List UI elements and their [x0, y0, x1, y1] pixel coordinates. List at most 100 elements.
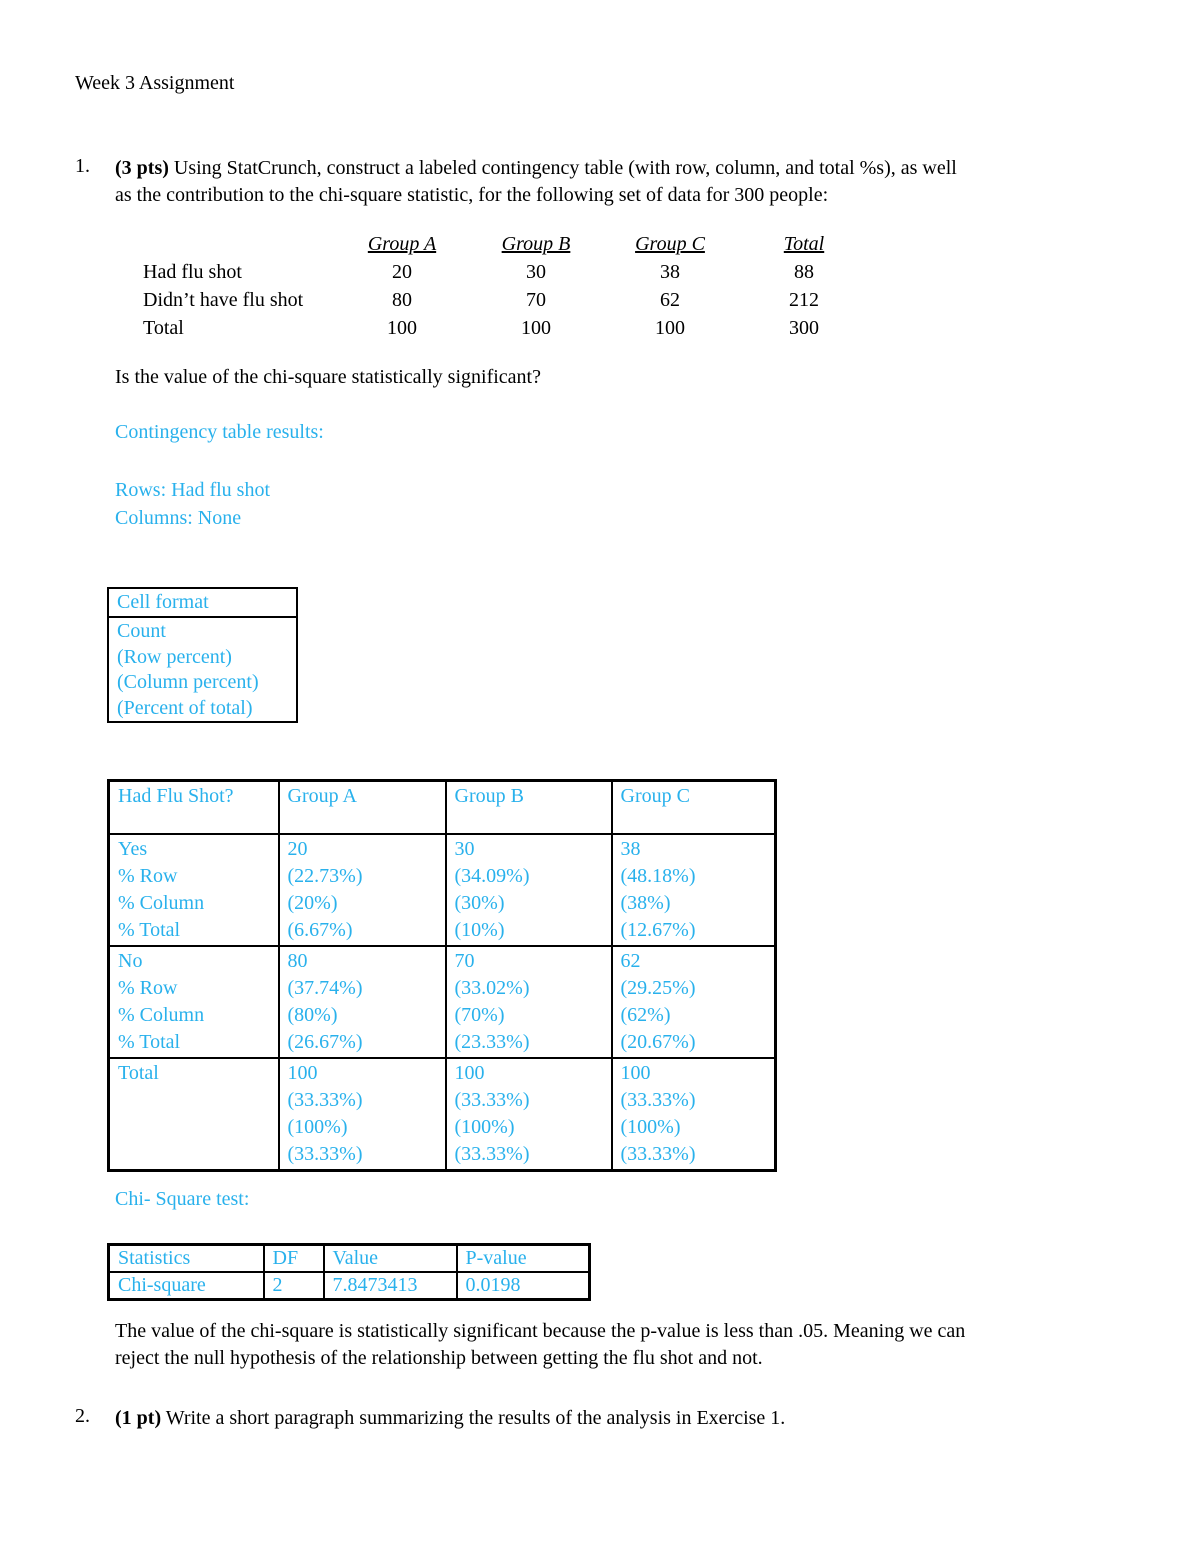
flu-data-header-group-c: Group C	[635, 233, 705, 255]
cell-count: 20	[287, 837, 308, 860]
row-label-line: % Row	[118, 976, 178, 999]
row-label: Total	[143, 317, 184, 339]
chi-statistic-value: 7.8473413	[322, 1271, 458, 1301]
flu-data-header-total: Total	[783, 233, 825, 255]
flu-data-header-row: Group A Group B Group C Total	[143, 230, 871, 258]
cell-col-pct: (100%)	[287, 1115, 348, 1138]
cell-count: 38	[620, 837, 641, 860]
table-row: Total 100 100 100 300	[143, 314, 871, 342]
flu-data-header-empty	[143, 230, 335, 258]
question-text: Is the value of the chi-square statistic…	[115, 366, 541, 388]
table-row-yes: Yes % Row % Column % Total 20 (22.73%) (…	[107, 832, 777, 947]
contingency-header-group-a: Group A	[277, 779, 447, 835]
item1-points: (3 pts)	[115, 157, 169, 179]
chi-header-row: Statistics DF Value P-value	[107, 1243, 591, 1273]
cell-row-pct: (34.09%)	[454, 864, 530, 887]
cell-format-line: (Row percent)	[117, 645, 232, 668]
chi-data-row: Chi-square 2 7.8473413 0.0198	[107, 1271, 591, 1301]
cell-total-pct: (20.67%)	[620, 1030, 696, 1053]
data-cell: 30 (34.09%) (30%) (10%)	[444, 832, 613, 947]
item1-paragraph: (3 pts) Using StatCrunch, construct a la…	[115, 155, 1125, 209]
conclusion-paragraph: The value of the chi-square is statistic…	[115, 1318, 1145, 1372]
chi-header-df: DF	[262, 1243, 325, 1273]
rows-line: Rows: Had flu shot	[115, 479, 270, 501]
cell-value: 70	[526, 289, 546, 311]
cell-count: 80	[287, 949, 308, 972]
cell-row-pct: (22.73%)	[287, 864, 363, 887]
cell-value: 300	[789, 317, 819, 339]
table-row-total: Total 100 (33.33%) (100%) (33.33%) 100 (…	[107, 1056, 777, 1171]
cell-row-pct: (33.33%)	[620, 1088, 696, 1111]
item1-line1: (3 pts) Using StatCrunch, construct a la…	[115, 155, 1125, 182]
cell-count: 62	[620, 949, 641, 972]
chi-p-value: 0.0198	[455, 1271, 591, 1301]
row-label-cell: Total	[107, 1056, 280, 1171]
contingency-header-row: Had Flu Shot? Group A Group B Group C	[107, 779, 777, 835]
item2-text: Write a short paragraph summarizing the …	[165, 1407, 786, 1429]
cell-total-pct: (23.33%)	[454, 1030, 530, 1053]
conclusion-line2: reject the null hypothesis of the relati…	[115, 1347, 763, 1369]
cell-count: 70	[454, 949, 475, 972]
rows-columns-block: Rows: Had flu shot Columns: None	[115, 476, 270, 532]
row-label-line: % Row	[118, 864, 178, 887]
flu-data-header-group-b: Group B	[501, 233, 571, 255]
data-cell: 100 (33.33%) (100%) (33.33%)	[277, 1056, 447, 1171]
cell-col-pct: (20%)	[287, 891, 338, 914]
contingency-table: Had Flu Shot? Group A Group B Group C Ye…	[107, 779, 777, 1172]
cell-col-pct: (30%)	[454, 891, 505, 914]
cell-col-pct: (80%)	[287, 1003, 338, 1026]
conclusion-line1: The value of the chi-square is statistic…	[115, 1320, 966, 1342]
cell-format-line: (Column percent)	[117, 671, 259, 693]
chi-header-statistics: Statistics	[107, 1243, 265, 1273]
chi-header-pvalue: P-value	[455, 1243, 591, 1273]
contingency-header-group-b: Group B	[444, 779, 613, 835]
cell-value: 100	[655, 317, 685, 339]
row-label-line: Yes	[118, 837, 148, 860]
cell-count: 100	[620, 1061, 651, 1084]
row-label-line: No	[118, 949, 143, 972]
cell-value: 212	[789, 289, 819, 311]
data-cell: 100 (33.33%) (100%) (33.33%)	[610, 1056, 777, 1171]
table-row: Had flu shot 20 30 38 88	[143, 258, 871, 286]
table-row-no: No % Row % Column % Total 80 (37.74%) (8…	[107, 944, 777, 1059]
data-cell: 38 (48.18%) (38%) (12.67%)	[610, 832, 777, 947]
cell-count: 100	[454, 1061, 485, 1084]
cell-format-line: Count	[117, 620, 166, 642]
row-label: Didn’t have flu shot	[143, 289, 304, 311]
cell-value: 62	[660, 289, 680, 311]
cell-col-pct: (62%)	[620, 1003, 671, 1026]
cell-value: 20	[392, 261, 412, 283]
cell-row-pct: (29.25%)	[620, 976, 696, 999]
item2-points: (1 pt)	[115, 1407, 162, 1429]
data-cell: 70 (33.02%) (70%) (23.33%)	[444, 944, 613, 1059]
item1-line1-text: Using StatCrunch, construct a labeled co…	[173, 157, 957, 179]
data-cell: 20 (22.73%) (20%) (6.67%)	[277, 832, 447, 947]
row-label-line: % Column	[118, 891, 205, 914]
cell-total-pct: (12.67%)	[620, 918, 696, 941]
chi-statistic-name: Chi-square	[107, 1271, 265, 1301]
item1-number: 1.	[75, 155, 90, 177]
chi-header-value: Value	[322, 1243, 458, 1273]
cell-count: 100	[287, 1061, 318, 1084]
item1-line2: as the contribution to the chi-square st…	[115, 184, 829, 206]
cell-value: 100	[521, 317, 551, 339]
cell-total-pct: (33.33%)	[287, 1142, 363, 1165]
cell-total-pct: (26.67%)	[287, 1030, 363, 1053]
cell-value: 30	[526, 261, 546, 283]
page-title: Week 3 Assignment	[75, 72, 235, 94]
cell-col-pct: (100%)	[454, 1115, 515, 1138]
cell-col-pct: (70%)	[454, 1003, 505, 1026]
row-label-cell: Yes % Row % Column % Total	[107, 832, 280, 947]
cell-value: 38	[660, 261, 680, 283]
cell-total-pct: (33.33%)	[620, 1142, 696, 1165]
row-label-line: % Total	[118, 918, 181, 941]
contingency-results-heading: Contingency table results:	[115, 421, 324, 443]
data-cell: 80 (37.74%) (80%) (26.67%)	[277, 944, 447, 1059]
contingency-header-group-c: Group C	[610, 779, 777, 835]
row-label-line: % Column	[118, 1003, 205, 1026]
cell-value: 88	[794, 261, 814, 283]
chi-df-value: 2	[262, 1271, 325, 1301]
item2-paragraph: (1 pt) Write a short paragraph summarizi…	[115, 1405, 1125, 1432]
chi-square-heading: Chi- Square test:	[115, 1188, 250, 1210]
